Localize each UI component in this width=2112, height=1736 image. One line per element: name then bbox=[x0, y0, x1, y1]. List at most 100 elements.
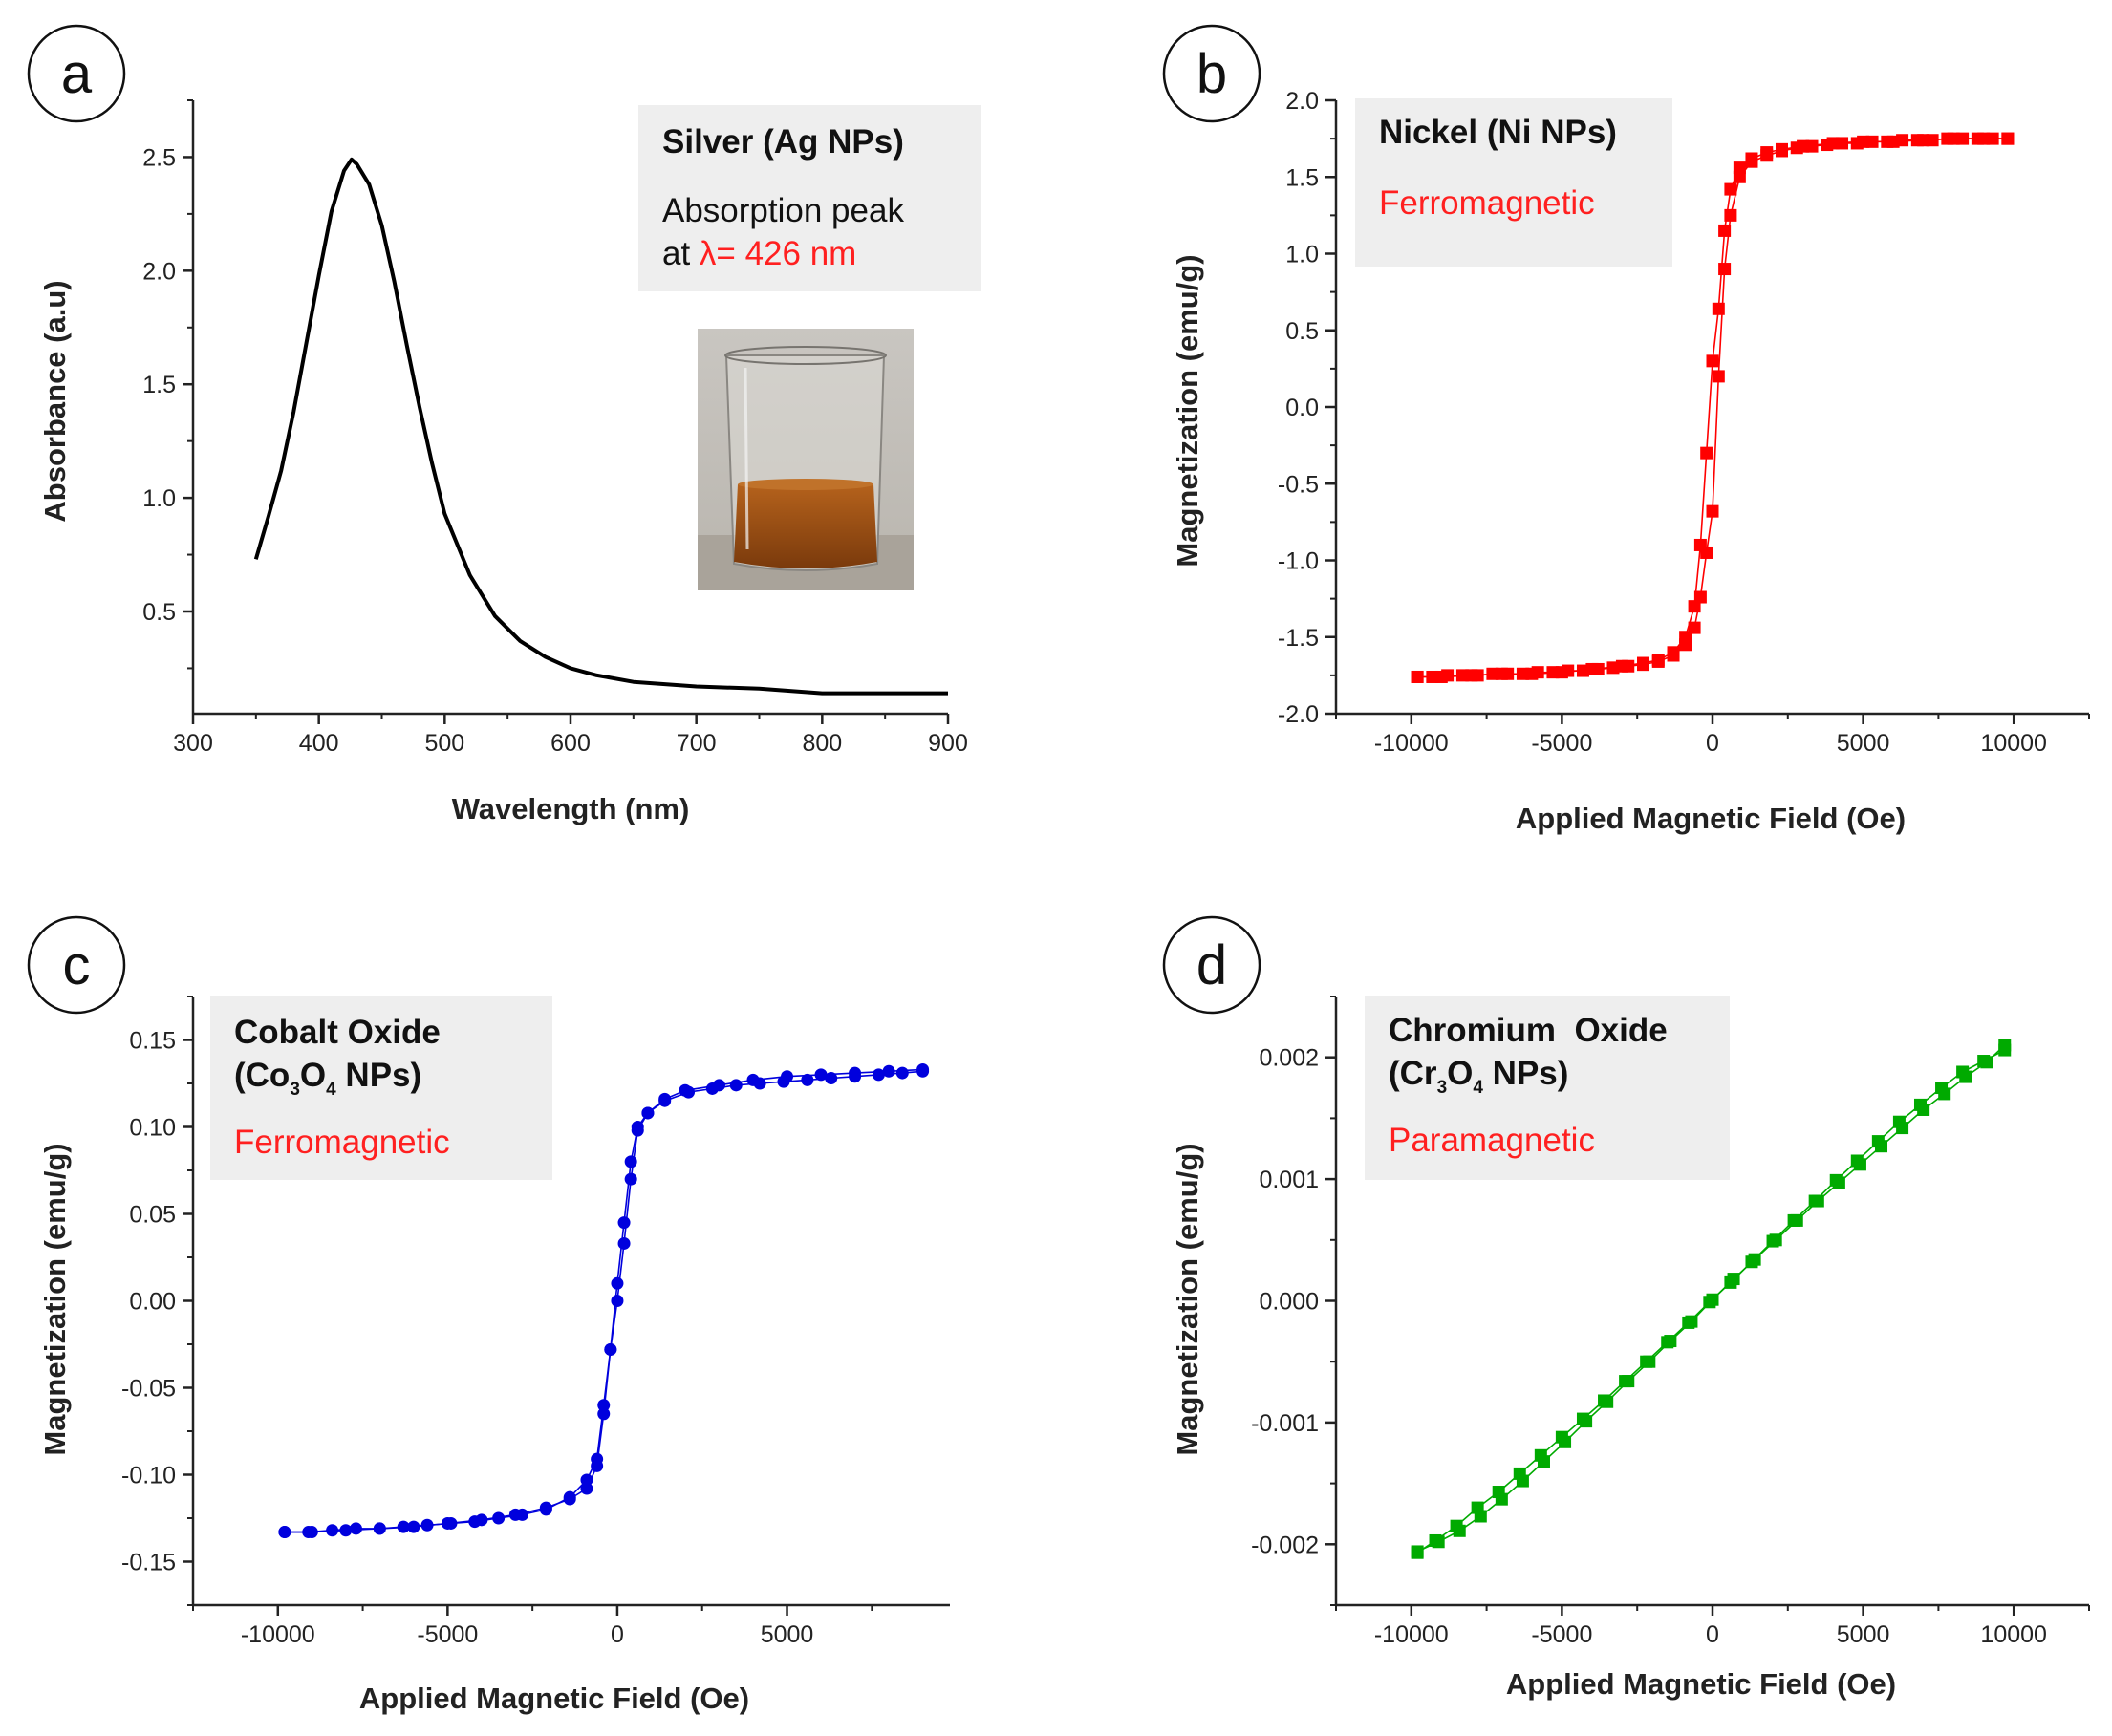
panel-d-formula-mid: O bbox=[1447, 1055, 1473, 1092]
panel-c-box-title: Cobalt Oxide bbox=[234, 1014, 441, 1051]
panel-b-xlabel: Applied Magnetic Field (Oe) bbox=[1516, 802, 1906, 835]
c-y-tick-label: 0.15 bbox=[129, 1028, 176, 1055]
panel-d-box-formula: (Cr3O4 NPs) bbox=[1389, 1055, 1568, 1098]
b-data-point bbox=[1615, 659, 1628, 673]
c-data-point bbox=[882, 1064, 895, 1078]
marks-c bbox=[278, 1062, 930, 1539]
d-data-point bbox=[1956, 1065, 1970, 1079]
panel-c-box-property: Ferromagnetic bbox=[234, 1124, 450, 1161]
c-data-point bbox=[339, 1524, 353, 1537]
c-data-point bbox=[611, 1295, 624, 1307]
a-y-tick-label: 2.5 bbox=[142, 144, 176, 171]
a-x-tick-label: 700 bbox=[677, 730, 717, 757]
c-y-tick-label: 0.10 bbox=[129, 1115, 176, 1142]
d-data-point bbox=[1935, 1082, 1949, 1095]
panel-c-xlabel: Applied Magnetic Field (Oe) bbox=[359, 1682, 749, 1715]
b-x-tick-label: 10000 bbox=[1980, 730, 2047, 757]
d-data-point bbox=[1555, 1430, 1568, 1444]
beaker-photo bbox=[698, 329, 914, 590]
c-data-point bbox=[895, 1066, 909, 1080]
marks-d bbox=[1411, 1039, 2012, 1559]
b-data-point bbox=[1679, 631, 1692, 644]
b-data-point bbox=[1857, 135, 1870, 148]
b-data-point bbox=[1411, 670, 1424, 683]
c-data-point bbox=[679, 1083, 692, 1097]
b-data-point bbox=[1712, 370, 1725, 383]
panel-c-formula-suffix: NPs) bbox=[336, 1057, 421, 1094]
c-data-point bbox=[508, 1508, 522, 1521]
b-data-point bbox=[1706, 504, 1719, 518]
a-x-tick-label: 500 bbox=[424, 730, 464, 757]
panel-d: d Chromium Oxide (Cr3O4 NPs) Paramagneti… bbox=[1162, 915, 2090, 1701]
axes-c: -10000 -5000 0 5000 -0.15 -0.10 -0.05 0.00 0.05 0… bbox=[121, 996, 950, 1648]
c-data-point bbox=[349, 1522, 362, 1535]
c-y-tick-label: 0.00 bbox=[129, 1289, 176, 1316]
c-data-point bbox=[305, 1526, 318, 1539]
panel-a-ylabel: Absorbance (a.u) bbox=[38, 280, 72, 522]
d-data-point bbox=[1977, 1055, 1991, 1068]
c-x-tick-label: -10000 bbox=[241, 1621, 315, 1648]
b-data-point bbox=[1555, 666, 1568, 679]
panel-b-box-title: Nickel (Ni NPs) bbox=[1379, 114, 1617, 151]
panel-c-info-box bbox=[210, 996, 552, 1180]
panel-b: b Nickel (Ni NPs) Ferromagnetic -10000 -5… bbox=[1162, 24, 2090, 835]
c-data-point bbox=[597, 1399, 611, 1412]
d-data-point bbox=[1850, 1154, 1864, 1168]
panel-d-ylabel: Magnetization (emu/g) bbox=[1171, 1143, 1204, 1455]
panel-d-formula-prefix: (Cr bbox=[1389, 1055, 1437, 1092]
b-y-tick-label: -2.0 bbox=[1278, 701, 1319, 728]
panel-c-formula-sub2: 4 bbox=[326, 1080, 336, 1100]
d-x-tick-label: -10000 bbox=[1374, 1621, 1449, 1648]
panel-c-formula-prefix: (Co bbox=[234, 1057, 290, 1094]
panel-a-box-line2-prefix: at bbox=[662, 235, 700, 272]
c-y-tick-label: -0.15 bbox=[121, 1550, 176, 1576]
d-data-point bbox=[1471, 1501, 1484, 1514]
b-y-tick-label: -1.0 bbox=[1278, 548, 1319, 575]
a-y-tick-label: 1.5 bbox=[142, 372, 176, 398]
d-data-point bbox=[1724, 1275, 1737, 1289]
b-data-point bbox=[1637, 656, 1650, 670]
c-data-point bbox=[631, 1124, 644, 1137]
c-data-point bbox=[729, 1079, 743, 1092]
b-y-tick-label: 0.5 bbox=[1285, 318, 1319, 345]
d-data-point bbox=[1513, 1467, 1526, 1480]
b-x-tick-label: 0 bbox=[1706, 730, 1719, 757]
panel-c: c Cobalt Oxide (Co3O4 NPs) Ferromagnetic… bbox=[27, 915, 950, 1715]
b-x-tick-label: 5000 bbox=[1837, 730, 1890, 757]
d-data-point bbox=[1619, 1375, 1632, 1388]
d-data-point bbox=[1534, 1448, 1547, 1462]
b-data-point bbox=[1667, 646, 1680, 659]
b-data-point bbox=[1495, 667, 1508, 680]
b-x-tick-label: -5000 bbox=[1531, 730, 1592, 757]
c-y-tick-label: 0.05 bbox=[129, 1202, 176, 1229]
c-y-tick-label: -0.05 bbox=[121, 1376, 176, 1403]
c-x-tick-label: 5000 bbox=[761, 1621, 814, 1648]
panel-a-info-box bbox=[638, 105, 981, 291]
panel-c-formula-sub1: 3 bbox=[290, 1080, 300, 1100]
b-data-point bbox=[1718, 224, 1732, 237]
c-data-point bbox=[539, 1501, 552, 1514]
d-data-point bbox=[1598, 1394, 1611, 1407]
panel-d-box-title: Chromium Oxide bbox=[1389, 1012, 1668, 1049]
d-x-tick-label: 10000 bbox=[1980, 1621, 2047, 1648]
c-data-point bbox=[373, 1522, 386, 1535]
panel-a-label-circle bbox=[27, 24, 126, 123]
c-data-point bbox=[746, 1073, 760, 1086]
marks-a bbox=[253, 157, 948, 696]
a-x-tick-label: 300 bbox=[173, 730, 213, 757]
d-data-point bbox=[1703, 1296, 1716, 1309]
b-data-point bbox=[1718, 263, 1732, 276]
d-data-point bbox=[1682, 1316, 1695, 1329]
c-data-point bbox=[814, 1068, 828, 1082]
c-data-point bbox=[475, 1513, 488, 1527]
c-data-point bbox=[278, 1526, 291, 1539]
c-data-point bbox=[617, 1216, 631, 1230]
b-data-point bbox=[1693, 538, 1707, 551]
axes-b: -10000 -5000 0 5000 10000 -2.0 -1.5 -1.0 -0.5 0.0… bbox=[1278, 88, 2090, 757]
c-data-point bbox=[492, 1511, 506, 1525]
d-x-tick-label: 5000 bbox=[1837, 1621, 1890, 1648]
d-data-point bbox=[1429, 1533, 1442, 1547]
panel-a-box-line1: Absorption peak bbox=[662, 192, 904, 229]
c-y-tick-label: -0.10 bbox=[121, 1463, 176, 1490]
d-data-point bbox=[1998, 1043, 2012, 1057]
